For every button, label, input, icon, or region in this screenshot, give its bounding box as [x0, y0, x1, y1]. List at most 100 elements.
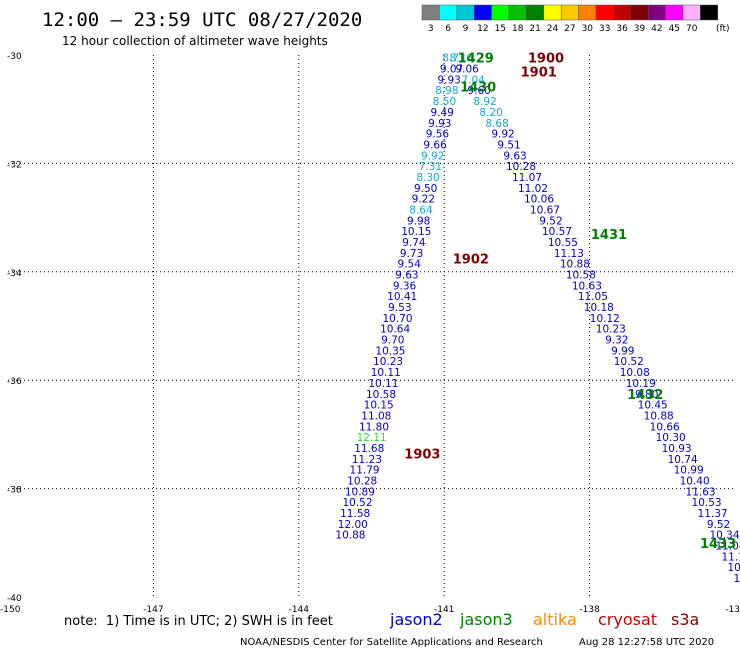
wave-height-value: 11.23 — [352, 454, 382, 466]
wave-height-value: 10.58 — [366, 389, 396, 401]
wave-height-value: 9.74 — [402, 237, 426, 249]
legend-label: 45 — [669, 24, 680, 34]
chart-subtitle: 12 hour collection of altimeter wave hei… — [62, 34, 328, 48]
wave-height-value: 10.23 — [373, 356, 403, 368]
wave-height-value: 11.14 — [721, 551, 740, 563]
wave-height-value: 9.50 — [414, 183, 437, 195]
wave-height-value: 7.31 — [419, 161, 442, 173]
wave-height-value: 10.35 — [375, 345, 405, 357]
legend-swatch — [630, 4, 649, 21]
wave-height-value: 10.23 — [596, 324, 626, 336]
legend-swatch — [682, 4, 701, 21]
wave-height-value: 9.32 — [605, 335, 628, 347]
wave-height-value: 11.80 — [359, 421, 389, 433]
pass-time-label: 1431 — [591, 228, 627, 243]
legend-swatch — [647, 4, 666, 21]
legend-label: 9 — [463, 24, 469, 34]
wave-height-value: 9.66 — [423, 139, 447, 151]
footer-credit: NOAA/NESDIS Center for Satellite Applica… — [240, 637, 543, 648]
x-tick-label: -150 — [0, 605, 21, 615]
wave-height-value: 11.04 — [715, 541, 740, 553]
wave-height-value: 10.40 — [680, 475, 710, 487]
satellite-legend-item: jason2 — [389, 610, 443, 629]
pass-time-label: 1432 — [627, 388, 663, 403]
wave-height-value: 11.02 — [518, 183, 548, 195]
wave-height-value: 10.30 — [656, 432, 686, 444]
pass-time-label: 1902 — [453, 252, 489, 267]
legend-swatch — [421, 4, 440, 21]
legend-label: 39 — [634, 24, 646, 34]
x-tick-label: -141 — [434, 605, 454, 615]
wave-height-value: 8.64 — [409, 204, 433, 216]
satellite-legend: jason2 jason3 altika cryosat s3a — [389, 610, 699, 629]
wave-height-value: 12.00 — [338, 519, 368, 531]
legend-label: 33 — [599, 24, 610, 34]
wave-height-value: 10.45 — [638, 400, 668, 412]
x-tick-label: -147 — [143, 605, 163, 615]
wave-height-value: 10.88 — [560, 259, 590, 271]
wave-height-value: 10.18 — [584, 302, 614, 314]
wave-height-value: 10.28 — [347, 475, 377, 487]
wave-height-value: 10.37 — [733, 573, 740, 585]
wave-height-value: 9.49 — [430, 107, 453, 119]
wave-height-value: 11.58 — [340, 508, 370, 520]
wave-height-value: 10.11 — [371, 367, 401, 379]
legend-label: 36 — [616, 24, 628, 34]
x-tick-label: -144 — [289, 605, 310, 615]
wave-height-value: 10.19 — [626, 378, 656, 390]
wave-height-value: 10.34 — [709, 530, 739, 542]
pass-time-label: 1900 — [528, 52, 564, 67]
wave-height-value: 9.36 — [393, 280, 417, 292]
chart-title: 12:00 – 23:59 UTC 08/27/2020 — [42, 9, 362, 31]
wave-height-value: 10.28 — [506, 161, 536, 173]
wave-height-value: 10.99 — [674, 465, 704, 477]
y-tick-label: -36 — [7, 377, 22, 387]
wave-height-value: 10.58 — [566, 270, 596, 282]
legend-label: 42 — [651, 24, 662, 34]
wave-height-value: 10.80 — [727, 562, 740, 574]
y-tick-label: -30 — [7, 52, 22, 62]
wave-height-value: 9.63 — [503, 150, 526, 162]
y-tick-label: -40 — [7, 594, 22, 604]
wave-height-value: 9.98 — [407, 215, 430, 227]
wave-height-values: 8.169.067.049.608.928.208.689.929.519.63… — [335, 53, 740, 585]
wave-height-value: 9.56 — [426, 129, 450, 141]
legend-label: 12 — [477, 24, 488, 34]
wave-height-value: 11.68 — [354, 443, 384, 455]
legend-label: 21 — [529, 24, 540, 34]
satellite-legend-item: s3a — [671, 610, 699, 629]
satellite-legend-item: altika — [533, 610, 577, 629]
legend-swatch — [456, 4, 475, 21]
wave-height-value: 11.79 — [350, 465, 380, 477]
wave-height-value: 9.06 — [455, 64, 479, 76]
wave-height-value: 10.70 — [382, 313, 412, 325]
wave-height-value: 10.41 — [387, 291, 417, 303]
wave-height-value: 10.53 — [692, 497, 722, 509]
wave-height-value: 9.52 — [707, 519, 730, 531]
wave-height-value: 8.20 — [479, 107, 502, 119]
axis-ticks: -30 -32 -34 -36 -38 -40-150 -147 -144 -141 -138 -1… — [0, 52, 740, 615]
wave-height-value: 9.22 — [412, 194, 435, 206]
wave-height-value: 9.92 — [491, 129, 514, 141]
legend-swatch — [700, 4, 719, 21]
legend-label: 6 — [445, 24, 451, 34]
footer-note: note: 1) Time is in UTC; 2) SWH is in fe… — [64, 614, 333, 629]
pass-time-label: 1430 — [460, 80, 496, 95]
wave-height-value: 10.52 — [614, 356, 644, 368]
legend-swatch — [543, 4, 562, 21]
legend-label: 18 — [512, 24, 524, 34]
x-tick-label: -13 — [725, 605, 740, 615]
wave-height-value: 10.88 — [335, 530, 365, 542]
legend-swatch — [595, 4, 614, 21]
wave-height-value: 12.11 — [357, 432, 387, 444]
wave-height-value: 10.57 — [542, 226, 572, 238]
legend-label: 15 — [495, 24, 506, 34]
wave-height-value: 8.73 — [442, 53, 465, 65]
legend-swatch — [578, 4, 597, 21]
wave-height-value: 9.93 — [437, 74, 460, 86]
legend-label: 70 — [686, 24, 698, 34]
wave-height-value: 11.07 — [512, 172, 542, 184]
satellite-legend-item: cryosat — [598, 610, 657, 629]
wave-height-value: 10.55 — [548, 237, 578, 249]
